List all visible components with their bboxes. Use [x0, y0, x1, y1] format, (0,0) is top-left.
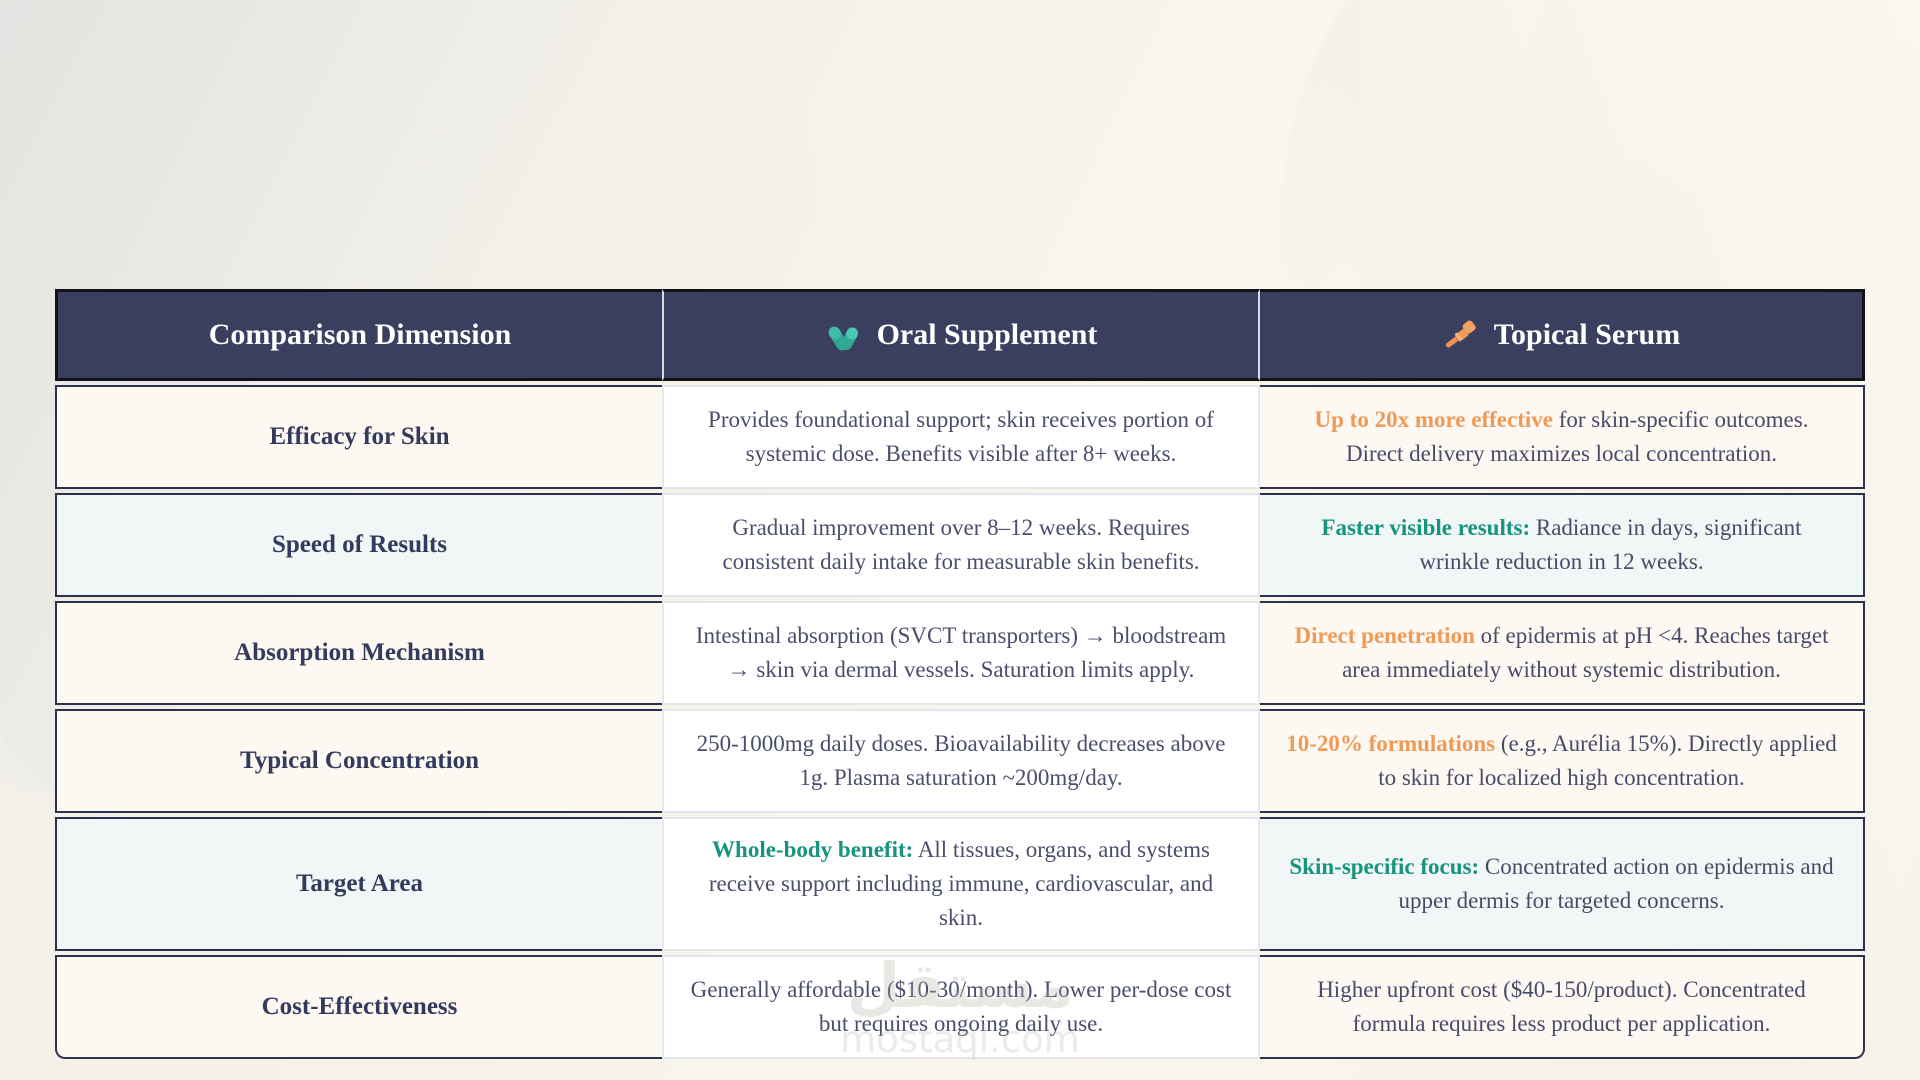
cell-text: Higher upfront cost ($40-150/product). C… — [1317, 976, 1806, 1036]
eyebrow-label: Data-Driven Analysis — [838, 55, 1082, 79]
cell-text: All tissues, organs, and systems receive… — [708, 836, 1214, 930]
dropper-pipette-icon — [1442, 316, 1480, 354]
cell-oral-supplement: 250-1000mg daily doses. Bioavailability … — [662, 708, 1260, 813]
cell-text: Gradual improvement over 8–12 weeks. Req… — [722, 514, 1200, 574]
cell-highlight: Skin-specific focus: — [1289, 853, 1480, 879]
cell-topical-serum: Skin-specific focus: Concentrated action… — [1260, 816, 1865, 951]
cell-text: of epidermis at pH <4. Reaches target ar… — [1342, 622, 1829, 682]
cell-text: (e.g., Aurélia 15%). Directly applied to… — [1378, 730, 1837, 790]
column-header-dimension: Comparison Dimension — [55, 288, 662, 381]
cell-text: Radiance in days, significant wrinkle re… — [1419, 514, 1802, 574]
cell-text: Generally affordable ($10-30/month). Low… — [690, 976, 1232, 1036]
column-header-topical-label: Topical Serum — [1493, 317, 1681, 351]
column-header-topical: Topical Serum — [1260, 288, 1865, 381]
cell-topical-serum: Faster visible results: Radiance in days… — [1260, 492, 1865, 597]
cell-highlight: 10-20% formulations — [1286, 730, 1496, 756]
cell-text: Intestinal absorption (SVCT transporters… — [695, 622, 1227, 682]
table-row: Absorption Mechanism Intestinal absorptio… — [55, 600, 1865, 705]
cell-dimension: Speed of Results — [55, 492, 662, 597]
comparison-table-wrapper: Comparison Dimension — [55, 285, 1865, 1063]
table-row: Efficacy for Skin Provides foundational s… — [55, 384, 1865, 489]
cell-text: Concentrated action on epidermis and upp… — [1398, 853, 1834, 913]
column-header-dimension-label: Comparison Dimension — [208, 317, 512, 351]
cell-topical-serum: Up to 20x more effective for skin-specif… — [1260, 384, 1865, 489]
table-header-row: Comparison Dimension — [55, 288, 1865, 381]
cell-topical-serum: 10-20% formulations (e.g., Aurélia 15%).… — [1260, 708, 1865, 813]
comparison-table: Comparison Dimension — [55, 285, 1865, 1063]
table-row: Target Area Whole-body benefit: All tissu… — [55, 816, 1865, 951]
cell-highlight: Direct penetration — [1294, 622, 1475, 648]
cell-dimension: Typical Concentration — [55, 708, 662, 813]
column-header-oral-label: Oral Supplement — [876, 317, 1098, 351]
cell-oral-supplement: Provides foundational support; skin rece… — [662, 384, 1260, 489]
cell-oral-supplement: Whole-body benefit: All tissues, organs,… — [662, 816, 1260, 951]
cell-topical-serum: Higher upfront cost ($40-150/product). C… — [1260, 954, 1865, 1059]
cell-dimension: Absorption Mechanism — [55, 600, 662, 705]
cell-dimension: Target Area — [55, 816, 662, 951]
cell-oral-supplement: Intestinal absorption (SVCT transporters… — [662, 600, 1260, 705]
page-subtitle: Evaluating both approaches across key pe… — [562, 214, 1358, 250]
cell-text: for skin-specific outcomes. Direct deliv… — [1345, 406, 1809, 466]
cell-dimension: Cost-Effectiveness — [55, 954, 662, 1059]
page-title: Head-to-Head: Scientific Comparison — [494, 101, 1426, 168]
cell-highlight: Up to 20x more effective — [1314, 406, 1553, 432]
cell-topical-serum: Direct penetration of epidermis at pH <4… — [1260, 600, 1865, 705]
cell-dimension: Efficacy for Skin — [55, 384, 662, 489]
cell-highlight: Faster visible results: — [1321, 514, 1531, 540]
table-body: Efficacy for Skin Provides foundational s… — [55, 384, 1865, 1059]
cell-oral-supplement: Gradual improvement over 8–12 weeks. Req… — [662, 492, 1260, 597]
cell-text: Provides foundational support; skin rece… — [708, 406, 1214, 466]
table-head: Comparison Dimension — [55, 288, 1865, 381]
pills-capsule-icon — [825, 316, 863, 354]
table-row: Typical Concentration 250-1000mg daily do… — [55, 708, 1865, 813]
table-row: Speed of Results Gradual improvement over… — [55, 492, 1865, 597]
column-header-oral: Oral Supplement — [662, 288, 1260, 381]
cell-oral-supplement: Generally affordable ($10-30/month). Low… — [662, 954, 1260, 1059]
title-underline-rule — [864, 185, 1056, 193]
table-row: Cost-Effectiveness Generally affordable (… — [55, 954, 1865, 1059]
cell-highlight: Whole-body benefit: — [712, 836, 914, 862]
slide-header: Data-Driven Analysis Head-to-Head: Scien… — [0, 0, 1920, 251]
cell-text: 250-1000mg daily doses. Bioavailability … — [696, 730, 1226, 790]
